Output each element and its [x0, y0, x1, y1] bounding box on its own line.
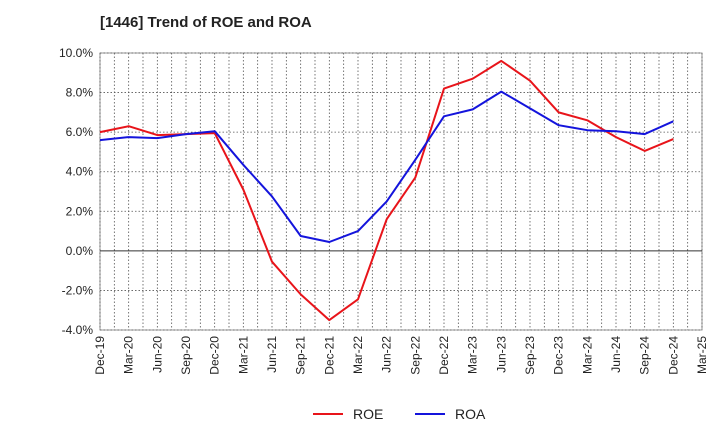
grid-lines [99, 52, 703, 331]
x-tick-label: Jun-22 [380, 336, 394, 373]
legend-label-roe: ROE [353, 406, 383, 422]
x-tick-label: Jun-21 [265, 336, 279, 373]
x-tick-label: Dec-20 [208, 336, 222, 375]
x-tick-label: Dec-24 [666, 336, 680, 375]
y-tick-label: 10.0% [59, 46, 93, 60]
y-tick-label: 2.0% [66, 204, 94, 218]
x-tick-label: Mar-22 [351, 336, 365, 374]
y-axis-ticks: 10.0% 8.0% 6.0% 4.0% 2.0% 0.0% -2.0% -4.0% [59, 46, 93, 337]
x-tick-label: Sep-24 [638, 336, 652, 375]
y-tick-label: 0.0% [66, 244, 94, 258]
x-tick-label: Dec-23 [552, 336, 566, 375]
y-tick-label: 4.0% [66, 165, 94, 179]
x-tick-label: Jun-24 [609, 336, 623, 373]
legend: ROE ROA [313, 406, 486, 422]
y-tick-label: -4.0% [62, 323, 94, 337]
x-tick-label: Mar-25 [695, 336, 709, 374]
x-tick-label: Sep-22 [408, 336, 422, 375]
x-tick-label: Jun-23 [494, 336, 508, 373]
y-tick-label: -2.0% [62, 283, 94, 297]
x-tick-label: Dec-19 [93, 336, 107, 375]
legend-label-roa: ROA [455, 406, 486, 422]
x-tick-label: Mar-23 [466, 336, 480, 374]
series-line-roa [99, 90, 674, 243]
x-tick-label: Mar-20 [122, 336, 136, 374]
y-tick-label: 8.0% [66, 86, 94, 100]
x-tick-label: Sep-23 [523, 336, 537, 375]
x-axis-ticks: Dec-19 Mar-20 Jun-20 Sep-20 Dec-20 Mar-21 Jun-… [93, 336, 709, 375]
x-tick-label: Sep-20 [179, 336, 193, 375]
x-tick-label: Dec-21 [322, 336, 336, 375]
chart-title: [1446] Trend of ROE and ROA [100, 14, 312, 31]
x-tick-label: Sep-21 [294, 336, 308, 375]
x-tick-label: Mar-24 [580, 336, 594, 374]
y-tick-label: 6.0% [66, 125, 94, 139]
x-tick-label: Dec-22 [437, 336, 451, 375]
series-lines [99, 59, 674, 322]
x-tick-label: Jun-20 [150, 336, 164, 373]
x-tick-label: Mar-21 [236, 336, 250, 374]
